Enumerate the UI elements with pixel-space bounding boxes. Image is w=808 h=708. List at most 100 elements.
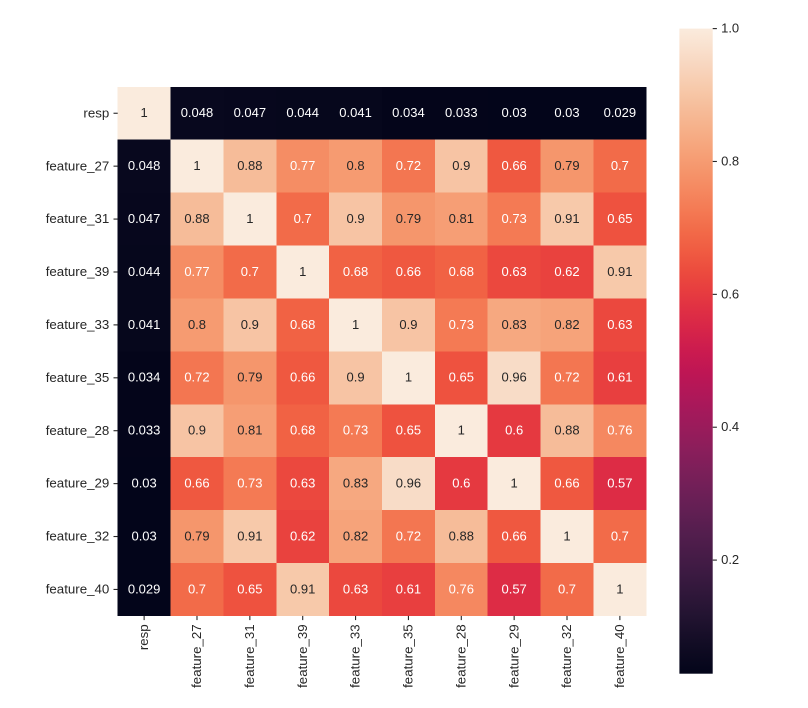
svg-text:1: 1 — [458, 423, 465, 438]
svg-text:0.044: 0.044 — [128, 264, 161, 279]
svg-text:0.9: 0.9 — [241, 317, 259, 332]
svg-text:0.6: 0.6 — [452, 476, 470, 491]
svg-text:0.88: 0.88 — [184, 211, 209, 226]
svg-text:0.4: 0.4 — [721, 419, 739, 434]
svg-text:0.91: 0.91 — [290, 581, 315, 596]
svg-text:0.65: 0.65 — [607, 211, 632, 226]
svg-text:0.73: 0.73 — [237, 476, 262, 491]
svg-text:0.62: 0.62 — [290, 528, 315, 543]
svg-text:1: 1 — [193, 158, 200, 173]
svg-text:0.88: 0.88 — [237, 158, 262, 173]
svg-text:0.2: 0.2 — [721, 552, 739, 567]
svg-text:1: 1 — [299, 264, 306, 279]
svg-text:0.041: 0.041 — [128, 317, 161, 332]
svg-text:0.72: 0.72 — [554, 370, 579, 385]
svg-text:0.66: 0.66 — [184, 476, 209, 491]
svg-text:0.9: 0.9 — [347, 370, 365, 385]
svg-text:resp: resp — [136, 624, 151, 650]
svg-text:0.91: 0.91 — [237, 528, 262, 543]
svg-text:0.82: 0.82 — [554, 317, 579, 332]
svg-text:0.73: 0.73 — [449, 317, 474, 332]
svg-text:feature_40: feature_40 — [46, 582, 110, 597]
svg-text:0.65: 0.65 — [237, 581, 262, 596]
svg-text:0.047: 0.047 — [128, 211, 161, 226]
svg-text:0.62: 0.62 — [554, 264, 579, 279]
svg-text:feature_31: feature_31 — [242, 624, 257, 688]
svg-text:1: 1 — [141, 105, 148, 120]
svg-text:0.03: 0.03 — [131, 476, 156, 491]
svg-text:0.57: 0.57 — [501, 581, 526, 596]
svg-text:0.9: 0.9 — [347, 211, 365, 226]
svg-text:0.96: 0.96 — [501, 370, 526, 385]
svg-text:feature_31: feature_31 — [46, 211, 110, 226]
svg-text:feature_35: feature_35 — [401, 624, 416, 688]
svg-text:1: 1 — [563, 528, 570, 543]
svg-text:0.63: 0.63 — [290, 476, 315, 491]
svg-text:0.77: 0.77 — [290, 158, 315, 173]
svg-text:feature_33: feature_33 — [46, 317, 110, 332]
svg-text:0.72: 0.72 — [396, 528, 421, 543]
svg-text:0.9: 0.9 — [399, 317, 417, 332]
svg-text:1: 1 — [352, 317, 359, 332]
svg-text:0.9: 0.9 — [188, 423, 206, 438]
svg-text:0.63: 0.63 — [607, 317, 632, 332]
svg-text:0.6: 0.6 — [721, 286, 739, 301]
svg-text:0.82: 0.82 — [343, 528, 368, 543]
svg-text:1: 1 — [405, 370, 412, 385]
svg-text:0.91: 0.91 — [554, 211, 579, 226]
svg-text:0.73: 0.73 — [343, 423, 368, 438]
svg-text:0.61: 0.61 — [607, 370, 632, 385]
svg-text:0.63: 0.63 — [343, 581, 368, 596]
svg-text:0.72: 0.72 — [184, 370, 209, 385]
svg-text:0.029: 0.029 — [604, 105, 637, 120]
svg-text:0.76: 0.76 — [449, 581, 474, 596]
svg-text:1: 1 — [616, 581, 623, 596]
svg-text:0.76: 0.76 — [607, 423, 632, 438]
svg-text:0.044: 0.044 — [286, 105, 319, 120]
svg-text:0.8: 0.8 — [188, 317, 206, 332]
svg-text:0.66: 0.66 — [396, 264, 421, 279]
svg-text:0.029: 0.029 — [128, 581, 161, 596]
svg-text:0.81: 0.81 — [237, 423, 262, 438]
svg-text:0.79: 0.79 — [396, 211, 421, 226]
svg-text:feature_33: feature_33 — [348, 624, 363, 688]
svg-text:0.79: 0.79 — [184, 528, 209, 543]
svg-text:feature_27: feature_27 — [46, 158, 110, 173]
svg-text:0.68: 0.68 — [449, 264, 474, 279]
svg-text:feature_28: feature_28 — [46, 423, 110, 438]
svg-text:feature_32: feature_32 — [46, 529, 110, 544]
svg-text:0.03: 0.03 — [501, 105, 526, 120]
svg-text:feature_35: feature_35 — [46, 370, 110, 385]
svg-text:0.9: 0.9 — [452, 158, 470, 173]
svg-text:0.03: 0.03 — [131, 528, 156, 543]
svg-text:feature_29: feature_29 — [506, 624, 521, 688]
svg-text:0.73: 0.73 — [501, 211, 526, 226]
svg-text:0.65: 0.65 — [449, 370, 474, 385]
svg-text:0.68: 0.68 — [290, 423, 315, 438]
svg-text:0.033: 0.033 — [128, 423, 161, 438]
svg-text:resp: resp — [83, 105, 109, 120]
svg-text:0.81: 0.81 — [449, 211, 474, 226]
svg-text:0.8: 0.8 — [721, 153, 739, 168]
svg-text:1.0: 1.0 — [721, 21, 739, 36]
svg-text:0.79: 0.79 — [237, 370, 262, 385]
svg-text:0.66: 0.66 — [501, 158, 526, 173]
svg-text:feature_29: feature_29 — [46, 476, 110, 491]
svg-text:0.72: 0.72 — [396, 158, 421, 173]
svg-text:0.88: 0.88 — [449, 528, 474, 543]
svg-text:feature_40: feature_40 — [612, 624, 627, 688]
svg-text:0.7: 0.7 — [611, 528, 629, 543]
svg-text:0.033: 0.033 — [445, 105, 478, 120]
svg-text:0.66: 0.66 — [501, 528, 526, 543]
svg-text:0.7: 0.7 — [611, 158, 629, 173]
svg-text:0.7: 0.7 — [558, 581, 576, 596]
svg-text:feature_39: feature_39 — [46, 264, 110, 279]
svg-text:0.8: 0.8 — [347, 158, 365, 173]
svg-text:1: 1 — [511, 476, 518, 491]
svg-text:feature_27: feature_27 — [189, 624, 204, 688]
svg-text:0.6: 0.6 — [505, 423, 523, 438]
svg-text:0.03: 0.03 — [554, 105, 579, 120]
svg-text:0.7: 0.7 — [294, 211, 312, 226]
svg-text:0.7: 0.7 — [241, 264, 259, 279]
svg-text:feature_28: feature_28 — [453, 624, 468, 688]
